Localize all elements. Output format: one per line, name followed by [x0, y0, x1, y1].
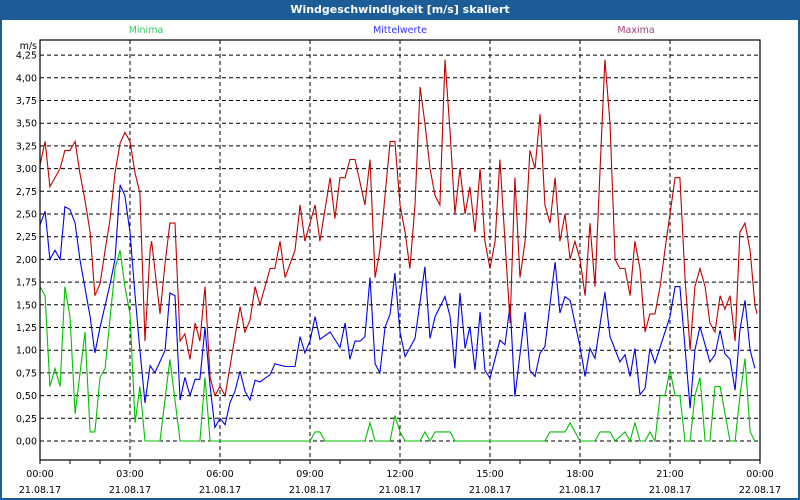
x-tick-date: 21.08.17 [379, 485, 421, 496]
y-tick-label: 0,25 [16, 414, 37, 425]
legend-minima: Minima [129, 25, 164, 36]
y-tick-label: 1,50 [16, 300, 37, 311]
y-tick-label: 0,50 [16, 391, 37, 402]
y-tick-label: 1,00 [16, 346, 37, 357]
y-tick-label: 4,00 [16, 73, 37, 84]
x-tick-date: 21.08.17 [649, 485, 691, 496]
x-tick-date: 21.08.17 [559, 485, 601, 496]
series-line-maxima [39, 59, 758, 398]
y-tick-label: 2,25 [16, 232, 37, 243]
y-tick-label: 3,75 [16, 96, 37, 107]
x-tick-time: 06:00 [206, 469, 233, 480]
y-tick-label: 3,50 [16, 119, 37, 130]
series-line-mittelwerte [39, 184, 756, 430]
x-tick-date: 22.08.17 [739, 485, 781, 496]
y-tick-label: 4,25 [16, 51, 37, 62]
y-tick-label: 0,75 [16, 368, 37, 379]
x-tick-time: 18:00 [566, 469, 593, 480]
legend-maxima: Maxima [617, 25, 654, 36]
y-tick-label: 3,00 [16, 164, 37, 175]
y-axis-unit: m/s [20, 41, 37, 52]
y-tick-label: 3,25 [16, 141, 37, 152]
y-tick-label: 2,50 [16, 210, 37, 221]
x-tick-date: 21.08.17 [199, 485, 241, 496]
x-tick-date: 21.08.17 [19, 485, 61, 496]
x-tick-date: 21.08.17 [109, 485, 151, 496]
x-tick-time: 03:00 [116, 469, 143, 480]
y-tick-label: 1,25 [16, 323, 37, 334]
y-tick-label: 1,75 [16, 278, 37, 289]
plot-frame [39, 39, 761, 461]
x-tick-time: 12:00 [386, 469, 413, 480]
x-tick-time: 15:00 [476, 469, 503, 480]
x-tick-date: 21.08.17 [469, 485, 511, 496]
series-line-minima [39, 250, 756, 443]
y-tick-label: 2,75 [16, 187, 37, 198]
legend-mittelwerte: Mittelwerte [373, 25, 427, 36]
x-tick-date: 21.08.17 [289, 485, 331, 496]
y-tick-label: 0,00 [16, 437, 37, 448]
chart-title: Windgeschwindigkeit [m/s] skaliert [2, 0, 798, 20]
y-tick-label: 2,00 [16, 255, 37, 266]
x-tick-time: 09:00 [296, 469, 323, 480]
x-tick-time: 21:00 [656, 469, 683, 480]
x-tick-time: 00:00 [746, 469, 773, 480]
x-tick-time: 00:00 [26, 469, 53, 480]
